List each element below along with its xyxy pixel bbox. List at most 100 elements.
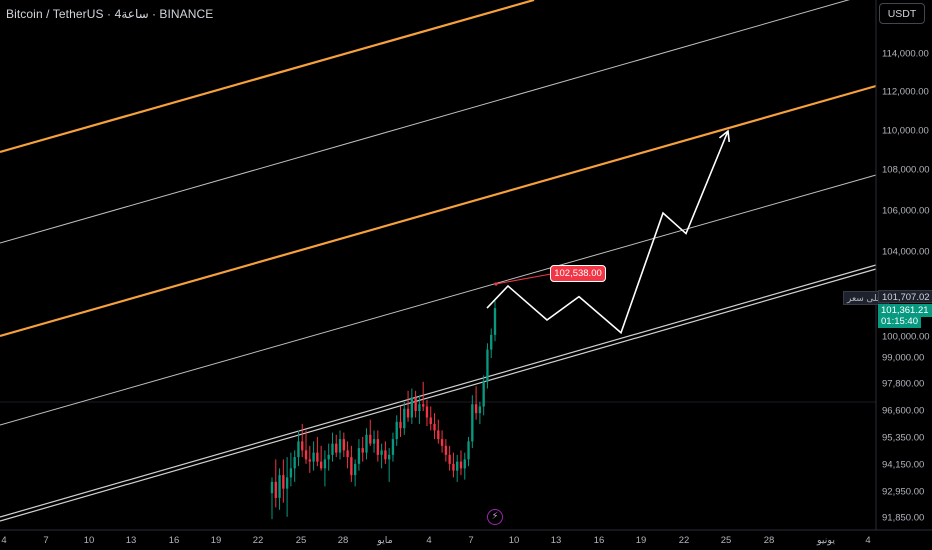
symbol-title[interactable]: Bitcoin / TetherUS · 4ساعة · BINANCE: [6, 7, 214, 21]
candle-body: [285, 477, 289, 489]
candle-body: [274, 481, 277, 498]
candle-body: [391, 439, 395, 455]
candle-body: [452, 463, 455, 471]
callout-anchor-dot: [494, 282, 498, 286]
price-tick: 99,000.00: [882, 352, 925, 364]
time-tick: 4: [1, 535, 7, 546]
price-tick: 96,600.00: [882, 405, 925, 417]
candle-body: [437, 430, 440, 440]
price-tick: 97,800.00: [882, 378, 925, 390]
candle-body: [282, 475, 285, 489]
time-tick: 4: [426, 535, 432, 546]
time-tick: 19: [635, 535, 647, 546]
candle-body: [346, 450, 349, 458]
candle-body: [429, 417, 432, 424]
candle-body: [425, 406, 429, 418]
time-tick: 7: [43, 535, 49, 546]
time-tick: 28: [337, 535, 349, 546]
candle-body: [331, 443, 334, 455]
candle-body: [365, 434, 368, 453]
time-tick: 22: [678, 535, 690, 546]
price-tick: 95,350.00: [882, 432, 925, 444]
candle-body: [493, 308, 497, 335]
candle-body: [301, 441, 304, 451]
candle-body: [293, 457, 296, 469]
candles-group: [270, 300, 497, 520]
price-tick: 108,000.00: [882, 164, 930, 176]
projection-arrowhead: [718, 129, 731, 143]
candle-body: [456, 461, 459, 471]
candle-body: [289, 468, 293, 478]
time-tick: 13: [125, 535, 137, 546]
price-callout[interactable]: 102,538.00: [550, 265, 606, 282]
candle-body: [395, 421, 398, 440]
price-tick: 100,000.00: [882, 331, 930, 343]
time-tick: 28: [763, 535, 775, 546]
callout-connector: [495, 273, 552, 285]
price-tick: 114,000.00: [882, 48, 929, 60]
candle-body: [316, 452, 319, 462]
candle-body: [323, 459, 327, 469]
channel-line-white-bottom-b[interactable]: [0, 268, 877, 522]
candle-body: [312, 452, 315, 462]
time-tick: 10: [508, 535, 520, 546]
candle-body: [304, 450, 308, 460]
time-tick: 16: [593, 535, 605, 546]
candle-body: [459, 461, 463, 469]
candle-body: [467, 441, 470, 460]
candle-body: [422, 404, 425, 407]
price-tick: 112,000.00: [882, 86, 929, 98]
price-tick: 92,950.00: [882, 486, 925, 498]
candle-body: [278, 475, 281, 498]
projection-path[interactable]: [486, 130, 729, 335]
candle-body: [369, 434, 372, 444]
price-tick: 94,150.00: [882, 459, 925, 471]
candle-body: [270, 481, 274, 494]
last-price-tag: 101,361.21: [878, 304, 932, 317]
candle-body: [440, 439, 444, 446]
time-tick: 16: [168, 535, 180, 546]
candle-body: [380, 450, 383, 455]
time-tick: 22: [252, 535, 264, 546]
candle-body: [482, 381, 485, 407]
time-tick: 25: [720, 535, 732, 546]
channel-line-white-top[interactable]: [0, 0, 876, 244]
candle-body: [463, 459, 466, 469]
time-tick: 25: [295, 535, 307, 546]
candle-body: [490, 334, 493, 350]
candle-body: [403, 408, 406, 429]
candle-body: [372, 439, 376, 444]
candle-body: [319, 461, 323, 469]
price-tick: 106,000.00: [882, 205, 930, 217]
time-tick: يونيو: [817, 535, 835, 546]
channel-line-orange-top[interactable]: [0, 0, 535, 154]
time-tick: مايو: [377, 535, 393, 546]
price-tick: 110,000.00: [882, 125, 929, 137]
time-tick: 4: [865, 535, 871, 546]
candle-body: [387, 454, 391, 460]
candle-body: [357, 448, 361, 464]
candle-body: [414, 397, 417, 411]
candle-body: [308, 459, 311, 462]
lightning-icon[interactable]: ⚡: [487, 509, 503, 525]
price-tick: 91,850.00: [882, 512, 925, 524]
candle-body: [376, 439, 380, 455]
candle-body: [410, 397, 414, 418]
currency-button[interactable]: USDT: [879, 3, 925, 24]
candle-body: [342, 439, 345, 451]
candle-body: [335, 443, 338, 453]
time-tick: 13: [550, 535, 562, 546]
candle-body: [471, 404, 474, 442]
candle-body: [406, 408, 410, 418]
candle-body: [444, 445, 448, 455]
candle-body: [399, 421, 402, 429]
candle-body: [478, 406, 482, 414]
candle-body: [448, 454, 451, 464]
channel-line-white-mid[interactable]: [0, 174, 877, 426]
channel-line-orange-mid[interactable]: [0, 84, 877, 338]
channel-line-white-bottom-a[interactable]: [0, 264, 877, 518]
time-tick: 19: [210, 535, 222, 546]
candle-body: [361, 448, 364, 453]
